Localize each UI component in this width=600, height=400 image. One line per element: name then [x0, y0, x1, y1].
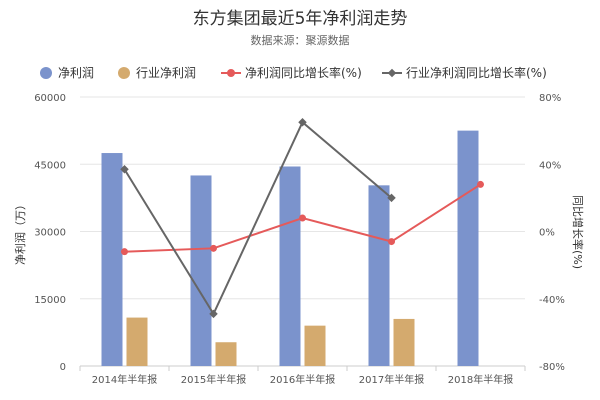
x-tick-label: 2016年半年报	[270, 373, 335, 386]
plot-area: 0 -80% 15000 -40% 30000 0% 45000 40% 60000 80% 201…	[34, 93, 565, 386]
line-point[interactable]	[387, 193, 396, 203]
chart-subtitle: 数据来源：聚源数据	[251, 33, 350, 47]
y-right-tick-label: 0%	[539, 228, 555, 239]
series-line	[123, 120, 393, 316]
legend-label-net-profit[interactable]: 净利润	[58, 66, 94, 80]
y-axis-left-title: 净利润（万）	[13, 199, 27, 265]
line-point[interactable]	[299, 214, 306, 222]
y-right-tick-label: 40%	[539, 160, 561, 171]
line-point[interactable]	[120, 165, 129, 174]
line-point[interactable]	[210, 244, 217, 252]
y-left-tick-label: 0	[60, 362, 66, 373]
bar[interactable]	[190, 175, 212, 366]
y-left-tick-label: 15000	[34, 295, 66, 306]
x-tick-label: 2015年半年报	[181, 373, 246, 386]
legend-label-growth[interactable]: 净利润同比增长率(%)	[245, 65, 362, 80]
legend-label-industry-growth[interactable]: 行业净利润同比增长率(%)	[406, 65, 547, 80]
bar[interactable]	[368, 185, 390, 366]
bar[interactable]	[215, 342, 237, 366]
x-tick-label: 2017年半年报	[359, 373, 424, 386]
y-left-tick-label: 45000	[34, 160, 66, 171]
bar[interactable]	[304, 325, 326, 366]
chart-title: 东方集团最近5年净利润走势	[193, 9, 408, 29]
line-point[interactable]	[477, 180, 484, 188]
legend: 净利润 行业净利润 净利润同比增长率(%) 行业净利润同比增长率(%)	[40, 65, 547, 80]
y-left-tick-label: 60000	[34, 93, 66, 104]
line-point[interactable]	[388, 238, 395, 246]
legend-label-industry-profit[interactable]: 行业净利润	[136, 66, 196, 80]
legend-marker-industry-profit	[118, 67, 130, 79]
line-point[interactable]	[121, 248, 128, 256]
y-axis-right-title: 同比增长率(%)	[571, 195, 585, 269]
bar[interactable]	[279, 166, 301, 366]
x-tick-label: 2014年半年报	[92, 373, 157, 386]
y-right-tick-label: -80%	[539, 362, 565, 373]
legend-marker-industry-growth	[387, 68, 397, 78]
bar[interactable]	[126, 317, 148, 366]
legend-marker-growth	[227, 69, 235, 77]
line-point[interactable]	[209, 309, 218, 319]
y-right-tick-label: 80%	[539, 93, 561, 104]
line-point[interactable]	[298, 117, 307, 127]
y-left-tick-label: 30000	[34, 228, 66, 239]
y-right-tick-label: -40%	[539, 295, 565, 306]
bar[interactable]	[393, 318, 415, 366]
bar[interactable]	[457, 130, 479, 366]
bar[interactable]	[101, 153, 123, 366]
legend-marker-net-profit	[40, 67, 52, 79]
x-tick-label: 2018年半年报	[448, 373, 513, 386]
